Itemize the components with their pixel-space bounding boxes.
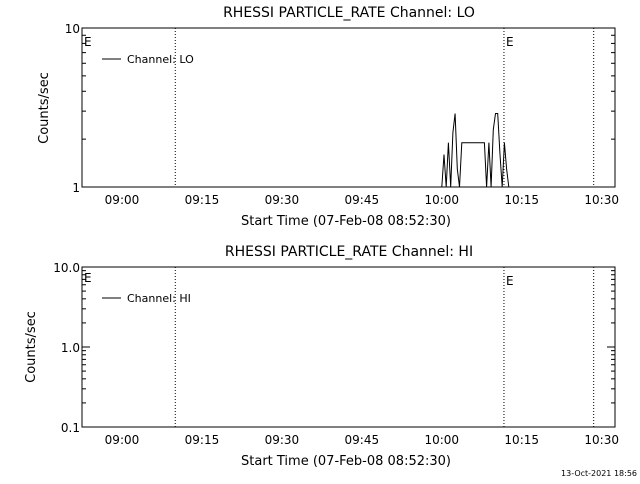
event-marker-label: E	[506, 274, 514, 288]
plot-frame	[81, 266, 616, 428]
x-tick-label: 10:30	[584, 193, 619, 207]
x-axis-label: Start Time (07-Feb-08 08:52:30)	[241, 214, 451, 229]
axes-layer: 09:00 09:15 09:30 09:45 10:00 10:15 10:30 0.1 1.…	[53, 261, 619, 447]
marker-layer: E	[174, 28, 595, 187]
y-tick-label: 0.1	[61, 421, 80, 435]
legend-label: Channel: HI	[127, 292, 191, 305]
event-marker-label: E	[506, 35, 514, 49]
x-tick-label: 09:45	[345, 433, 380, 447]
x-tick-label: 09:30	[265, 433, 300, 447]
series-line-lo	[82, 113, 615, 188]
marker-layer: E	[174, 267, 595, 427]
x-tick-label: 10:00	[424, 193, 459, 207]
x-tick-label: 09:15	[185, 433, 220, 447]
plot-frame	[81, 27, 616, 188]
x-axis-label: Start Time (07-Feb-08 08:52:30)	[241, 454, 451, 469]
corner-label: E	[84, 35, 92, 49]
x-tick-label: 09:00	[105, 433, 140, 447]
x-tick-label: 10:15	[504, 193, 539, 207]
y-axis-label: Counts/sec	[37, 72, 52, 144]
x-tick-label: 10:30	[584, 433, 619, 447]
panel-hi: RHESSI PARTICLE_RATE Channel: HI E 09:00…	[24, 244, 619, 469]
legend-label: Channel: LO	[127, 53, 194, 66]
x-tick-label: 09:30	[265, 193, 300, 207]
timestamp: 13-Oct-2021 18:56	[561, 469, 637, 478]
x-tick-label: 09:00	[105, 193, 140, 207]
x-tick-label: 09:15	[185, 193, 220, 207]
y-tick-label: 1	[72, 181, 80, 195]
axes-layer: 09:00 09:15 09:30 09:45 10:00 10:15 10:30 1 10	[65, 22, 619, 207]
y-axis-label: Counts/sec	[24, 311, 39, 383]
chart-title: RHESSI PARTICLE_RATE Channel: LO	[223, 5, 475, 21]
y-tick-label: 10.0	[53, 261, 80, 275]
x-tick-label: 10:15	[504, 433, 539, 447]
corner-label: E	[84, 271, 92, 285]
chart-title: RHESSI PARTICLE_RATE Channel: HI	[225, 244, 473, 260]
x-tick-label: 09:45	[345, 193, 380, 207]
y-tick-label: 10	[65, 22, 80, 36]
panel-lo: RHESSI PARTICLE_RATE Channel: LO E 09:00…	[37, 5, 619, 229]
x-tick-label: 10:00	[424, 433, 459, 447]
y-tick-label: 1.0	[61, 341, 80, 355]
